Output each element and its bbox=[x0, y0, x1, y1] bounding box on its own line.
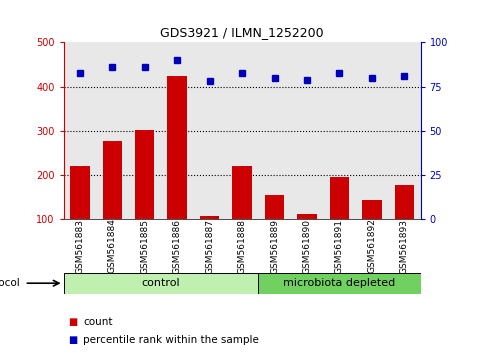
Text: percentile rank within the sample: percentile rank within the sample bbox=[83, 335, 259, 345]
Bar bbox=[232, 166, 251, 264]
Text: GSM561892: GSM561892 bbox=[366, 218, 376, 274]
Bar bbox=[297, 214, 316, 264]
Text: GSM561886: GSM561886 bbox=[172, 218, 181, 274]
Text: control: control bbox=[142, 278, 180, 288]
Bar bbox=[362, 200, 381, 264]
Text: protocol: protocol bbox=[0, 278, 20, 288]
Text: count: count bbox=[83, 317, 112, 327]
Text: ■: ■ bbox=[68, 317, 78, 327]
Bar bbox=[264, 195, 284, 264]
Text: ■: ■ bbox=[68, 335, 78, 345]
Bar bbox=[102, 141, 122, 264]
Bar bbox=[63, 273, 258, 294]
Text: GSM561888: GSM561888 bbox=[237, 218, 246, 274]
Text: GSM561885: GSM561885 bbox=[140, 218, 149, 274]
Title: GDS3921 / ILMN_1252200: GDS3921 / ILMN_1252200 bbox=[160, 25, 323, 39]
Bar bbox=[258, 273, 420, 294]
Bar bbox=[135, 130, 154, 264]
Text: GSM561889: GSM561889 bbox=[269, 218, 279, 274]
Bar bbox=[394, 185, 413, 264]
Text: GSM561893: GSM561893 bbox=[399, 218, 408, 274]
Text: GSM561884: GSM561884 bbox=[107, 218, 117, 274]
Text: microbiota depleted: microbiota depleted bbox=[283, 278, 395, 288]
Bar bbox=[200, 216, 219, 264]
Text: GSM561890: GSM561890 bbox=[302, 218, 311, 274]
Text: GSM561883: GSM561883 bbox=[75, 218, 84, 274]
Text: GSM561891: GSM561891 bbox=[334, 218, 343, 274]
Bar bbox=[329, 177, 348, 264]
Bar bbox=[70, 166, 89, 264]
Bar bbox=[167, 76, 186, 264]
Text: GSM561887: GSM561887 bbox=[204, 218, 214, 274]
